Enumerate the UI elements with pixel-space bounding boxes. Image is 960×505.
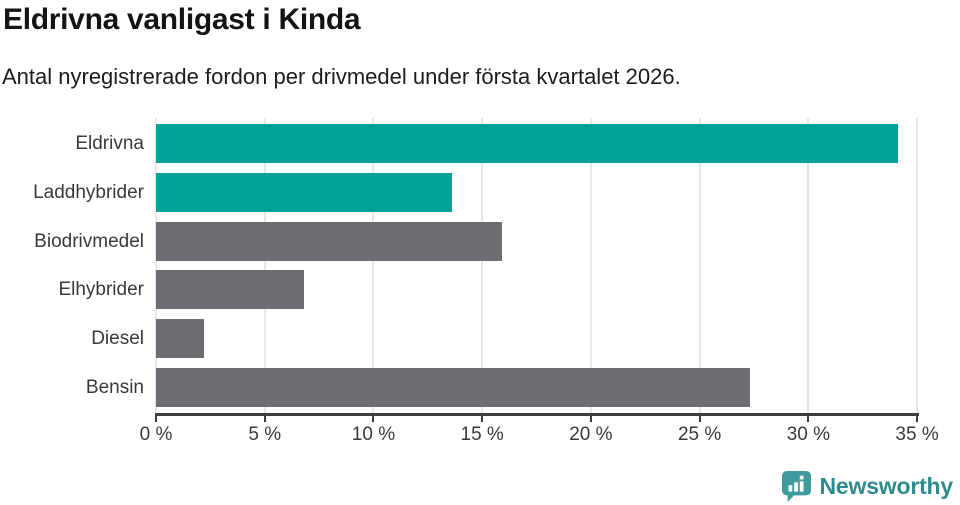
x-axis-tick-label-15: 15 % xyxy=(460,424,504,445)
x-axis-tick-35 xyxy=(916,413,919,422)
category-label-elhybrider: Elhybrider xyxy=(58,279,144,301)
x-axis-tick-10 xyxy=(372,413,375,422)
mini-bar-chart-glyph xyxy=(788,475,804,492)
gridline-20 xyxy=(589,118,592,413)
bar-elhybrider xyxy=(156,270,304,310)
bar-eldrivna xyxy=(156,124,898,163)
x-axis-tick-30 xyxy=(807,413,810,422)
bar-diesel xyxy=(156,319,204,359)
newsworthy-logo-text: Newsworthy xyxy=(819,472,954,499)
x-axis-tick-label-25: 25 % xyxy=(677,424,722,445)
x-axis-tick-label-30: 30 % xyxy=(786,424,830,445)
x-axis-tick-label-10: 10 % xyxy=(351,424,396,445)
gridline-30 xyxy=(807,118,810,413)
x-axis-tick-label-20: 20 % xyxy=(569,424,613,445)
x-axis-tick-5 xyxy=(263,413,266,422)
gridline-35 xyxy=(916,118,919,413)
gridline-25 xyxy=(698,118,701,413)
x-axis-tick-0 xyxy=(155,413,157,422)
category-label-biodrivmedel: Biodrivmedel xyxy=(34,230,144,252)
bar-bensin xyxy=(156,368,750,407)
gridline-5 xyxy=(263,118,266,413)
x-axis-tick-25 xyxy=(698,413,701,422)
x-axis-tick-20 xyxy=(589,413,592,422)
x-axis-tick-label-35: 35 % xyxy=(895,424,939,445)
chart-subtitle: Antal nyregistrerade fordon per drivmede… xyxy=(2,64,681,89)
gridline-0 xyxy=(155,118,157,413)
newsworthy-logo-icon xyxy=(781,470,811,502)
category-label-eldrivna: Eldrivna xyxy=(75,133,144,154)
newsworthy-branding[interactable]: Newsworthy xyxy=(781,469,953,503)
category-label-laddhybrider: Laddhybrider xyxy=(33,181,144,203)
x-axis-line xyxy=(155,413,920,416)
x-axis-tick-15 xyxy=(481,413,484,422)
x-axis-tick-label-5: 5 % xyxy=(248,424,282,445)
category-label-bensin: Bensin xyxy=(85,377,144,398)
chart-title: Eldrivna vanligast i Kinda xyxy=(3,3,361,36)
gridline-15 xyxy=(481,118,484,413)
gridline-10 xyxy=(372,118,375,413)
x-axis-tick-label-0: 0 % xyxy=(139,424,173,445)
bar-laddhybrider xyxy=(156,172,452,212)
bar-biodrivmedel xyxy=(156,221,502,261)
category-label-diesel: Diesel xyxy=(91,328,144,350)
